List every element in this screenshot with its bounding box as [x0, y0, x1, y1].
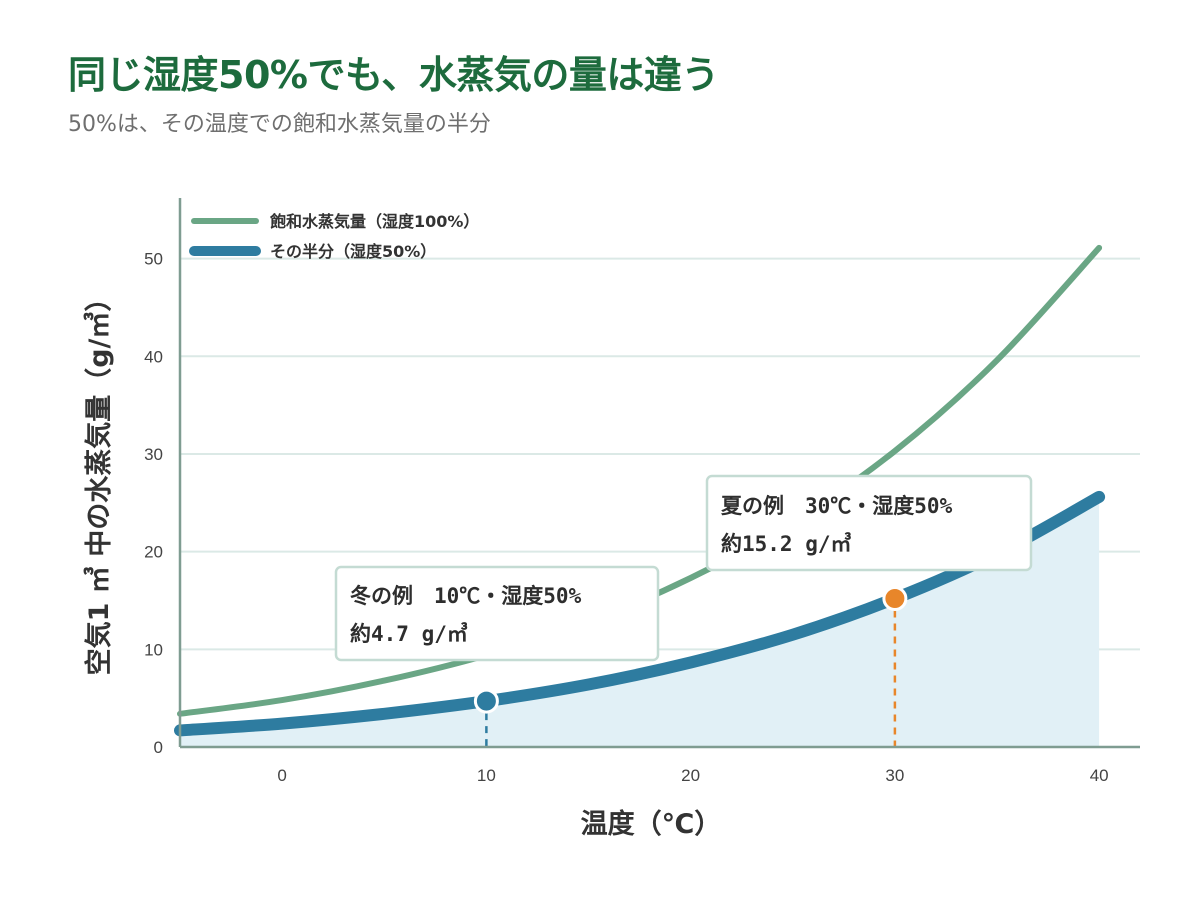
page-title: 同じ湿度50%でも、水蒸気の量は違う [68, 53, 719, 97]
x-tick-label: 30 [885, 766, 904, 785]
y-tick-label: 0 [154, 738, 163, 757]
x-axis-title: 温度（℃） [581, 808, 722, 840]
summer-callout-line1: 夏の例 30℃・湿度50% [721, 494, 953, 518]
legend-label-half: その半分（湿度50%） [270, 242, 436, 261]
half-series-area [180, 496, 1100, 747]
y-tick-label: 20 [144, 543, 163, 562]
summer-callout-line2: 約15.2 g/㎥ [721, 532, 852, 556]
winter-callout-line2: 約4.7 g/㎥ [350, 622, 468, 646]
y-axis-title: 空気1 ㎥ 中の水蒸気量（g/㎥） [83, 285, 115, 676]
winter-data-point [473, 688, 499, 714]
y-tick-label: 50 [144, 250, 163, 269]
x-tick-label: 20 [681, 766, 700, 785]
legend-label-saturated: 飽和水蒸気量（湿度100%） [269, 212, 479, 231]
summer-data-point [882, 586, 908, 612]
half-series-line [174, 490, 1106, 737]
winter-callout-box [334, 565, 660, 662]
x-tick-label: 10 [477, 766, 496, 785]
x-tick-label: 40 [1090, 766, 1109, 785]
y-tick-label: 40 [144, 347, 163, 366]
page-subtitle: 50%は、その温度での飽和水蒸気量の半分 [68, 112, 491, 137]
tick-labels: 0 10 20 30 40 50 0 10 20 30 40 [144, 250, 1109, 785]
winter-callout-line1: 冬の例 10℃・湿度50% [350, 584, 582, 608]
y-tick-label: 30 [144, 445, 163, 464]
summer-callout-box [705, 474, 1033, 572]
x-tick-label: 0 [277, 766, 286, 785]
y-tick-label: 10 [144, 640, 163, 659]
